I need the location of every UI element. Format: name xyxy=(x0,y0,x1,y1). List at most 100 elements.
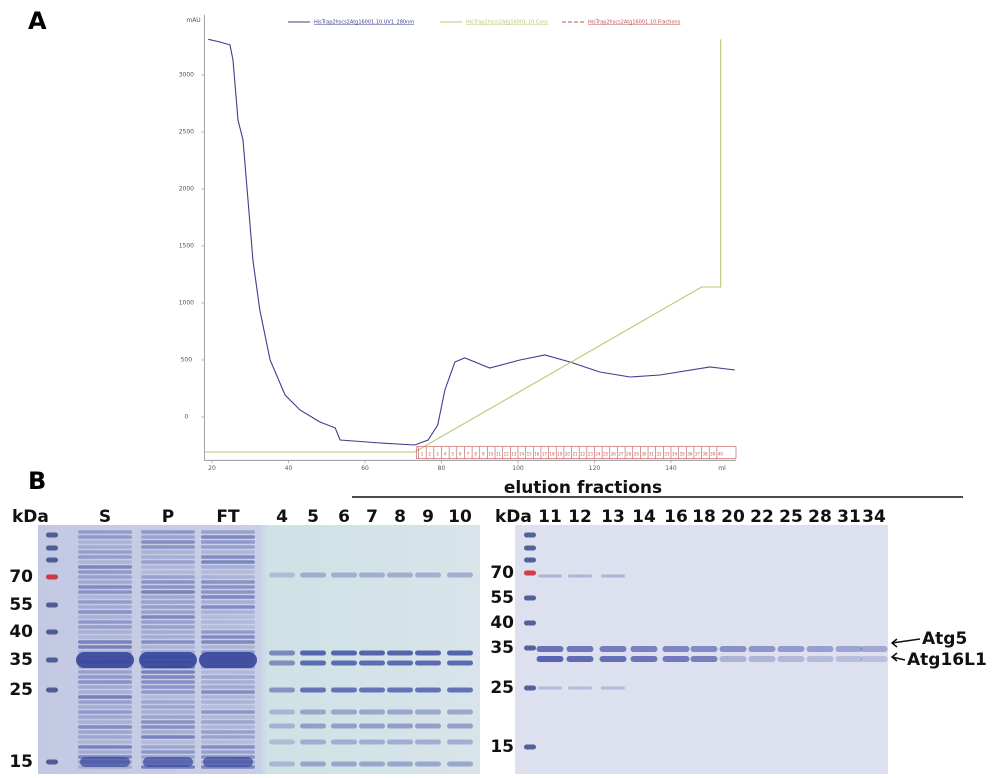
gel-band xyxy=(78,620,132,624)
series-line xyxy=(208,39,735,445)
fraction-label: 1 xyxy=(421,452,424,457)
fraction-label: 31 xyxy=(649,452,655,457)
gel-band xyxy=(141,580,195,584)
gel-band xyxy=(201,575,255,579)
gel-band xyxy=(78,590,132,594)
y-tick-label: 3000 xyxy=(179,72,194,79)
gel-band xyxy=(201,685,255,689)
gel-label: 4 xyxy=(276,507,288,527)
fraction-label: 9 xyxy=(482,452,485,457)
gel-band xyxy=(331,724,357,729)
gel-band xyxy=(78,740,132,744)
elution-header: elution fractions xyxy=(504,478,662,498)
gel-label: 35 xyxy=(490,638,514,658)
gel-band xyxy=(201,560,255,564)
gel-band xyxy=(300,740,326,745)
gel-band xyxy=(387,651,413,656)
gel-band xyxy=(141,575,195,579)
gel-band xyxy=(199,652,257,668)
gel-band xyxy=(568,687,592,690)
gel-band xyxy=(78,570,132,574)
series-line xyxy=(204,39,720,452)
gel-band xyxy=(141,675,195,679)
gel-band xyxy=(201,585,255,589)
gel-band xyxy=(141,745,195,749)
gel-band xyxy=(524,646,536,651)
gel-band xyxy=(201,535,255,539)
gel-band xyxy=(78,675,132,679)
gel-label: S xyxy=(99,507,111,527)
gel-band xyxy=(720,646,747,652)
gel-band xyxy=(601,575,625,578)
gel-label: 55 xyxy=(490,588,514,608)
gel-band xyxy=(749,656,776,662)
gel-label: 8 xyxy=(394,507,406,527)
legend-label: HisTrap2hscs2Atg16001.10.Conc xyxy=(466,20,548,26)
fraction-label: 35 xyxy=(680,452,686,457)
gel-band xyxy=(141,590,195,594)
gel-band xyxy=(201,630,255,634)
gel-band xyxy=(201,580,255,584)
fraction-label: 12 xyxy=(504,452,510,457)
gel-band xyxy=(78,560,132,564)
gel-band xyxy=(141,555,195,559)
gel-band xyxy=(141,630,195,634)
gel-band xyxy=(359,740,385,745)
gel-band xyxy=(447,661,473,666)
gel-band xyxy=(300,762,326,767)
gel-band xyxy=(691,656,718,662)
gel-band xyxy=(524,546,536,551)
figure: A B elution fractions kDa kDa Atg5 Atg16… xyxy=(0,0,1003,774)
gel-label: 11 xyxy=(538,507,562,527)
gel-band xyxy=(139,652,197,668)
gel-band xyxy=(415,740,441,745)
gel-band xyxy=(141,715,195,719)
gel-band xyxy=(141,545,195,549)
y-tick-label: 500 xyxy=(181,356,193,363)
gel-band xyxy=(201,720,255,724)
gel-band xyxy=(201,620,255,624)
gel-band xyxy=(601,687,625,690)
gel-band xyxy=(201,600,255,604)
x-tick-label: 140 xyxy=(665,465,677,472)
gel-band xyxy=(269,688,295,693)
fraction-label: 21 xyxy=(572,452,578,457)
fraction-label: 11 xyxy=(496,452,502,457)
fraction-label: 2 xyxy=(428,452,431,457)
fraction-label: 40 xyxy=(718,452,724,457)
fraction-label: 7 xyxy=(467,452,470,457)
x-tick-label: 40 xyxy=(285,465,293,472)
gel-band xyxy=(567,646,594,652)
gel-band xyxy=(46,533,58,538)
fraction-label: 20 xyxy=(565,452,571,457)
fraction-label: 38 xyxy=(703,452,709,457)
gel-band xyxy=(807,646,834,652)
gel-band xyxy=(447,651,473,656)
gel-label: 15 xyxy=(490,737,514,757)
gel-band xyxy=(46,760,58,765)
gel-band xyxy=(201,595,255,599)
gel-band xyxy=(141,620,195,624)
gel-band xyxy=(141,700,195,704)
gel-band xyxy=(78,580,132,584)
panel-label: B xyxy=(28,467,46,495)
fraction-label: 27 xyxy=(618,452,624,457)
x-tick-label: 20 xyxy=(208,465,216,472)
gel-band xyxy=(201,715,255,719)
gel-band xyxy=(331,661,357,666)
gel-band xyxy=(46,546,58,551)
gel-band xyxy=(78,600,132,604)
gel-band xyxy=(78,615,132,619)
gel-band xyxy=(78,610,132,614)
gel-band xyxy=(524,533,536,538)
gel-band xyxy=(861,656,888,662)
gel-band xyxy=(836,646,863,652)
gel-band xyxy=(269,740,295,745)
gel-band xyxy=(567,656,594,662)
gel-band xyxy=(141,570,195,574)
fraction-label: 14 xyxy=(519,452,525,457)
gel-band xyxy=(447,688,473,693)
gel-band xyxy=(415,651,441,656)
gel-band xyxy=(201,615,255,619)
gel-band xyxy=(141,735,195,739)
